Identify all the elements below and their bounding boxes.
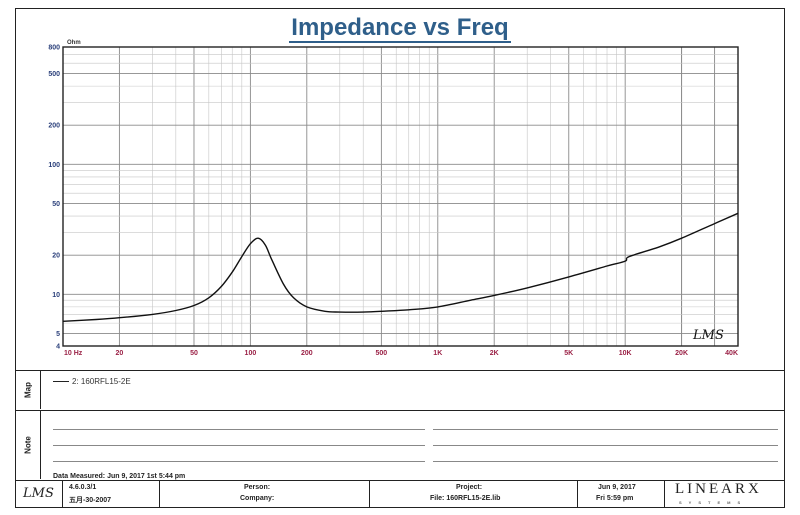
y-tick-label: 200 xyxy=(48,123,60,130)
footer-version-cell: 4.6.0.3/1 五月-30-2007 xyxy=(63,481,160,508)
date-code-text: 五月-30-2007 xyxy=(69,497,112,504)
chart-grid xyxy=(62,46,739,347)
footer-date-cell: Jun 9, 2017 Fri 5:59 pm xyxy=(578,481,665,508)
x-tick-label: 10 Hz xyxy=(64,350,83,357)
x-tick-label: 2K xyxy=(490,350,499,357)
map-section: Map 2: 160RFL15-2E xyxy=(15,370,785,410)
footer-project-cell: Project: File: 160RFL15-2E.lib xyxy=(370,481,578,508)
map-side-label: Map xyxy=(15,371,41,409)
footer-time: Fri 5:59 pm xyxy=(596,495,634,502)
footer-date: Jun 9, 2017 xyxy=(598,484,636,491)
y-tick-label: 100 xyxy=(48,162,60,169)
x-tick-label: 200 xyxy=(301,350,313,357)
y-tick-label: 50 xyxy=(52,201,60,208)
x-tick-label: 20K xyxy=(675,350,688,357)
note-line xyxy=(433,461,778,462)
x-tick-label: 1K xyxy=(433,350,442,357)
legend-swatch xyxy=(53,381,69,383)
y-tick-label: 800 xyxy=(48,45,60,52)
tick-labels: 10 Hz 20 50 100 200 500 1K 2K 5K 10K 20K 40K 800 500 2… xyxy=(48,45,738,358)
note-side-label: Note xyxy=(15,411,41,479)
chart-title: Impedance vs Freq xyxy=(0,14,800,43)
y-tick-label: 4 xyxy=(56,344,60,351)
x-tick-label: 5K xyxy=(564,350,573,357)
note-line xyxy=(53,461,425,462)
version-text: 4.6.0.3/1 xyxy=(69,484,97,491)
footer-lms-logo: LMS xyxy=(23,486,54,501)
linearx-logo: LINEARX xyxy=(675,481,762,497)
y-tick-label: 10 xyxy=(52,292,60,299)
data-measured-text: Data Measured: Jun 9, 2017 1st 5:44 pm xyxy=(53,473,186,480)
x-tick-label: 50 xyxy=(190,350,198,357)
report-frame xyxy=(15,8,785,508)
person-label: Person: xyxy=(244,484,271,491)
company-label: Company: xyxy=(240,495,275,502)
series-line-160RFL15-2E xyxy=(62,212,739,322)
lms-logo: LMS xyxy=(692,328,724,343)
x-tick-label: 10K xyxy=(619,350,632,357)
map-legend-entry: 2: 160RFL15-2E xyxy=(53,377,131,386)
x-tick-label: 20 xyxy=(116,350,124,357)
footer-brand-cell: LINEARX SYSTEMS xyxy=(665,481,783,508)
linearx-sub: SYSTEMS xyxy=(679,500,748,505)
y-unit-label: Ohm xyxy=(67,40,81,46)
report-footer: LMS 4.6.0.3/1 五月-30-2007 Person: Company… xyxy=(15,480,785,508)
note-line xyxy=(53,445,425,446)
note-line xyxy=(433,429,778,430)
note-line xyxy=(433,445,778,446)
x-tick-label: 40K xyxy=(725,350,738,357)
footer-logo-cell: LMS xyxy=(15,481,63,508)
y-tick-label: 20 xyxy=(52,253,60,260)
file-label: File: 160RFL15-2E.lib xyxy=(430,495,501,502)
legend-entry-text: 2: 160RFL15-2E xyxy=(72,377,131,386)
note-line xyxy=(53,429,425,430)
note-section: Note Data Measured: Jun 9, 2017 1st 5:44… xyxy=(15,410,785,480)
x-tick-label: 100 xyxy=(245,350,257,357)
footer-person-cell: Person: Company: xyxy=(160,481,370,508)
plot-area xyxy=(62,46,739,347)
project-label: Project: xyxy=(456,484,483,491)
y-tick-label: 5 xyxy=(56,331,60,338)
y-tick-label: 500 xyxy=(48,71,60,78)
x-tick-label: 500 xyxy=(376,350,388,357)
chart-title-text: Impedance vs Freq xyxy=(289,14,511,43)
